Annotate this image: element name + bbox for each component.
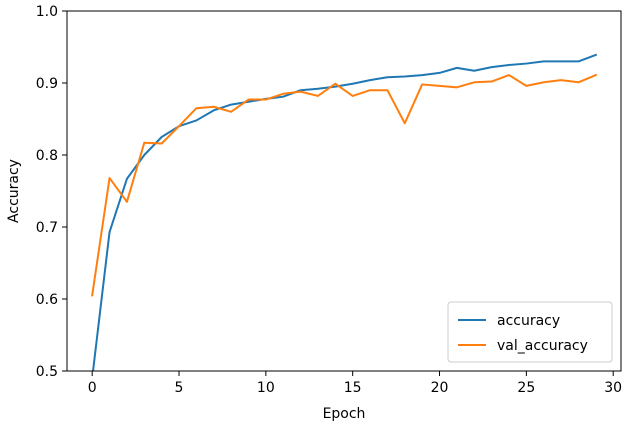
y-tick-label: 0.7: [36, 220, 58, 236]
y-tick-label: 0.5: [36, 364, 58, 380]
x-tick-label: 15: [344, 380, 362, 396]
x-tick-label: 20: [431, 380, 449, 396]
x-tick-label: 5: [175, 380, 184, 396]
series-layer: [91, 53, 598, 371]
legend-label-accuracy: accuracy: [497, 313, 560, 329]
legend-box: [447, 301, 613, 363]
y-tick-label: 0.8: [36, 148, 58, 164]
y-tick-label: 0.6: [36, 292, 58, 308]
x-axis-ticks: 0 5 10 15 20 25 30: [88, 371, 622, 396]
x-axis-label: Epoch: [323, 406, 366, 422]
x-tick-label: 30: [604, 380, 622, 396]
y-tick-label: 0.9: [36, 76, 58, 92]
y-tick-label: 1.0: [36, 4, 58, 20]
series-line-val-accuracy: [91, 73, 598, 297]
x-tick-label: 10: [257, 380, 275, 396]
plot-frame: [66, 10, 622, 372]
x-tick-label: 25: [517, 380, 535, 396]
y-axis-label: Accuracy: [6, 159, 22, 223]
y-axis-ticks: 0.5 0.6 0.7 0.8 0.9 1.0: [36, 4, 67, 380]
x-tick-label: 0: [88, 380, 97, 396]
legend-label-val-accuracy: val_accuracy: [497, 338, 588, 354]
legend: accuracy val_accuracy: [447, 301, 613, 363]
